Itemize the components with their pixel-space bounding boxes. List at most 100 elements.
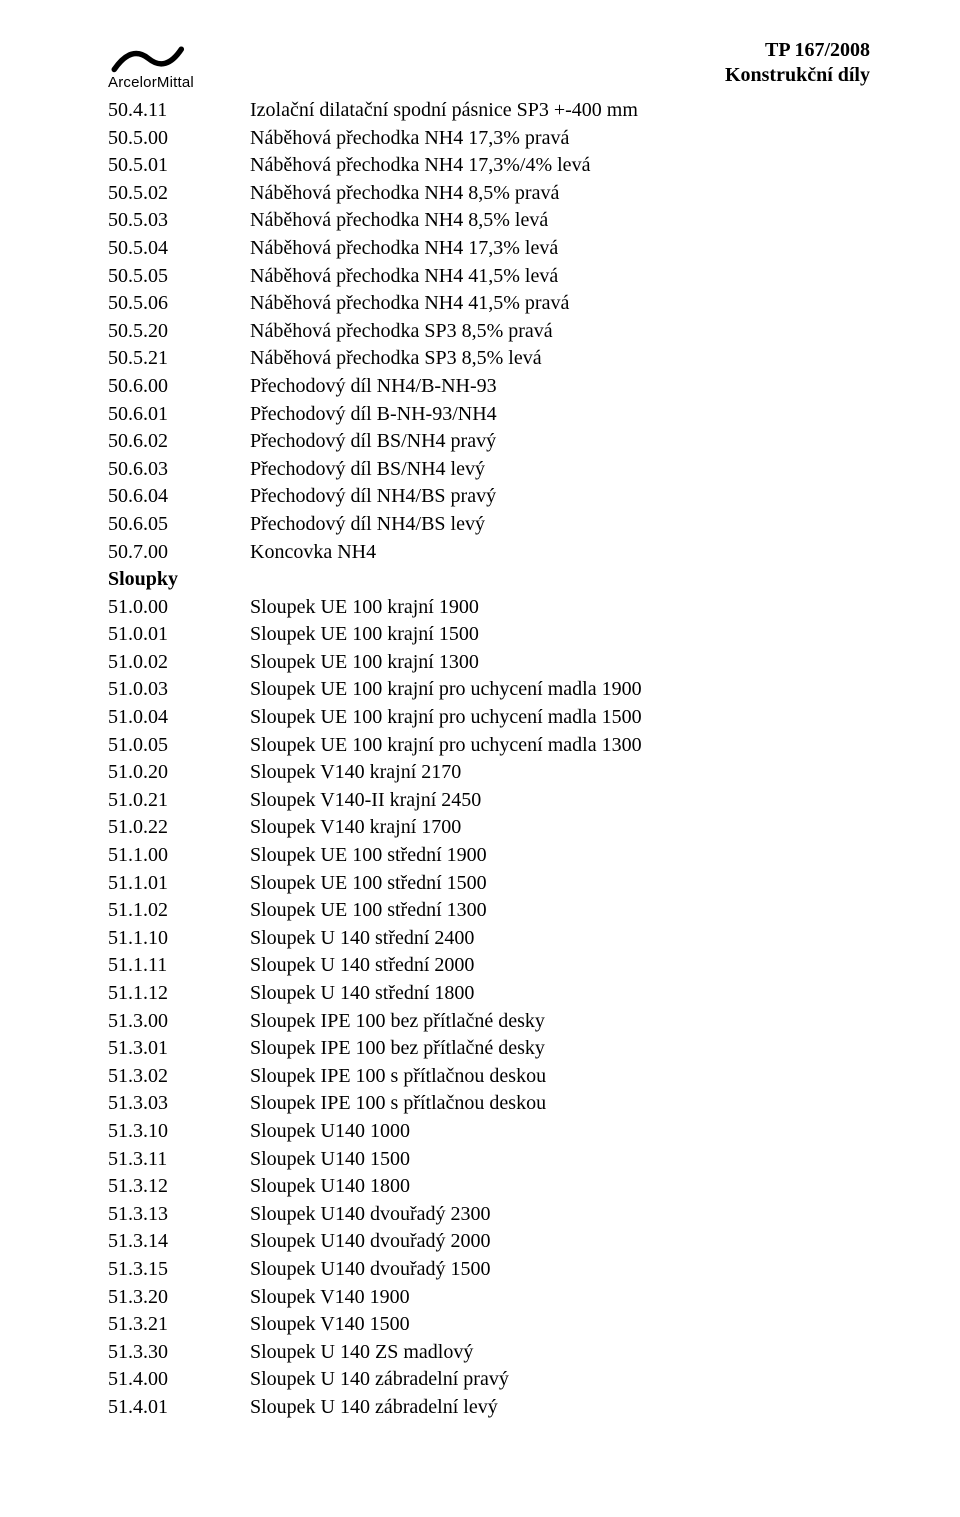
item-description: Sloupek U 140 zábradelní levý [250,1394,870,1422]
item-description: Sloupek U140 dvouřadý 1500 [250,1256,870,1284]
list-item: 51.3.10Sloupek U140 1000 [108,1118,870,1146]
list-item: 51.3.03Sloupek IPE 100 s přítlačnou desk… [108,1090,870,1118]
item-description: Náběhová přechodka SP3 8,5% pravá [250,318,870,346]
item-code: 51.0.01 [108,621,250,649]
list-item: 50.6.02Přechodový díl BS/NH4 pravý [108,428,870,456]
item-code: 50.5.21 [108,345,250,373]
list-item: 50.6.04Přechodový díl NH4/BS pravý [108,483,870,511]
item-code: 50.6.00 [108,373,250,401]
arcelormittal-swoosh-icon [108,38,186,76]
list-item: 51.3.20Sloupek V140 1900 [108,1284,870,1312]
item-code: 51.3.13 [108,1201,250,1229]
item-description: Sloupek UE 100 krajní 1900 [250,594,870,622]
item-code: 51.0.00 [108,594,250,622]
list-item: 51.3.00Sloupek IPE 100 bez přítlačné des… [108,1008,870,1036]
item-code: 51.0.22 [108,814,250,842]
item-description: Náběhová přechodka NH4 17,3%/4% levá [250,152,870,180]
item-code: 50.7.00 [108,539,250,567]
list-item: 51.3.15Sloupek U140 dvouřadý 1500 [108,1256,870,1284]
list-item: 51.1.02Sloupek UE 100 střední 1300 [108,897,870,925]
item-code: 50.6.03 [108,456,250,484]
item-description: Sloupek IPE 100 s přítlačnou deskou [250,1063,870,1091]
item-description: Sloupek U140 1800 [250,1173,870,1201]
item-code: 51.3.00 [108,1008,250,1036]
item-description: Sloupek IPE 100 s přítlačnou deskou [250,1090,870,1118]
list-item: 51.0.22Sloupek V140 krajní 1700 [108,814,870,842]
item-description: Sloupek UE 100 krajní pro uchycení madla… [250,676,870,704]
item-code: 50.6.02 [108,428,250,456]
page-header: ArcelorMittal TP 167/2008 Konstrukční dí… [108,38,870,91]
list-item: 51.0.04Sloupek UE 100 krajní pro uchycen… [108,704,870,732]
item-code: 50.5.02 [108,180,250,208]
section-heading: Sloupky [108,566,870,594]
list-item: 51.1.10Sloupek U 140 střední 2400 [108,925,870,953]
item-description: Náběhová přechodka NH4 8,5% pravá [250,180,870,208]
item-description: Sloupek U 140 střední 2000 [250,952,870,980]
item-code: 51.0.20 [108,759,250,787]
list-item: 51.0.20Sloupek V140 krajní 2170 [108,759,870,787]
item-description: Přechodový díl NH4/B-NH-93 [250,373,870,401]
list-item: 50.5.01Náběhová přechodka NH4 17,3%/4% l… [108,152,870,180]
item-description: Izolační dilatační spodní pásnice SP3 +-… [250,97,870,125]
item-code: 51.0.21 [108,787,250,815]
item-description: Sloupek UE 100 krajní 1300 [250,649,870,677]
list-item: 50.4.11Izolační dilatační spodní pásnice… [108,97,870,125]
item-code: 51.3.03 [108,1090,250,1118]
item-code: 51.3.11 [108,1146,250,1174]
item-code: 51.4.00 [108,1366,250,1394]
brand-name: ArcelorMittal [108,74,194,91]
list-item: 51.0.21Sloupek V140-II krajní 2450 [108,787,870,815]
item-description: Náběhová přechodka NH4 41,5% levá [250,263,870,291]
list-item: 50.6.05Přechodový díl NH4/BS levý [108,511,870,539]
list-item: 50.6.03Přechodový díl BS/NH4 levý [108,456,870,484]
item-code: 51.0.05 [108,732,250,760]
item-code: 51.3.10 [108,1118,250,1146]
item-description: Sloupek U 140 ZS madlový [250,1339,870,1367]
list-item: 50.5.21Náběhová přechodka SP3 8,5% levá [108,345,870,373]
item-code: 50.5.00 [108,125,250,153]
item-code: 50.4.11 [108,97,250,125]
item-description: Přechodový díl BS/NH4 pravý [250,428,870,456]
list-item: 50.5.06Náběhová přechodka NH4 41,5% prav… [108,290,870,318]
list-item: 50.7.00Koncovka NH4 [108,539,870,567]
list-item: 50.5.05Náběhová přechodka NH4 41,5% levá [108,263,870,291]
list-item: 51.4.01Sloupek U 140 zábradelní levý [108,1394,870,1422]
item-code: 50.5.06 [108,290,250,318]
item-code: 51.3.12 [108,1173,250,1201]
brand-logo: ArcelorMittal [108,38,194,91]
list-item: 51.3.12Sloupek U140 1800 [108,1173,870,1201]
list-item: 51.1.00Sloupek UE 100 střední 1900 [108,842,870,870]
item-description: Přechodový díl NH4/BS levý [250,511,870,539]
item-description: Sloupek U140 1000 [250,1118,870,1146]
list-item: 51.3.11Sloupek U140 1500 [108,1146,870,1174]
list-item: 51.1.01Sloupek UE 100 střední 1500 [108,870,870,898]
list-item: 50.5.02Náběhová přechodka NH4 8,5% pravá [108,180,870,208]
list-item: 51.3.02Sloupek IPE 100 s přítlačnou desk… [108,1063,870,1091]
item-code: 51.3.30 [108,1339,250,1367]
item-code: 51.1.02 [108,897,250,925]
list-item: 51.0.00Sloupek UE 100 krajní 1900 [108,594,870,622]
item-code: 50.6.01 [108,401,250,429]
list-item: 50.6.00Přechodový díl NH4/B-NH-93 [108,373,870,401]
item-description: Sloupek U140 dvouřadý 2000 [250,1228,870,1256]
item-code: 51.3.21 [108,1311,250,1339]
item-description: Náběhová přechodka NH4 41,5% pravá [250,290,870,318]
item-code: 51.3.01 [108,1035,250,1063]
item-code: 51.3.15 [108,1256,250,1284]
item-code: 51.0.02 [108,649,250,677]
item-code: 50.5.01 [108,152,250,180]
item-code: 51.1.12 [108,980,250,1008]
list-item: 50.5.04Náběhová přechodka NH4 17,3% levá [108,235,870,263]
item-description: Sloupek UE 100 střední 1300 [250,897,870,925]
item-description: Sloupek UE 100 krajní pro uchycení madla… [250,732,870,760]
list-item: 51.3.13Sloupek U140 dvouřadý 2300 [108,1201,870,1229]
item-description: Sloupek U140 dvouřadý 2300 [250,1201,870,1229]
item-code: 50.6.05 [108,511,250,539]
item-code: 51.1.10 [108,925,250,953]
document-id-block: TP 167/2008 Konstrukční díly [725,38,870,88]
item-code: 51.0.04 [108,704,250,732]
item-description: Sloupek U140 1500 [250,1146,870,1174]
item-description: Sloupek V140 krajní 1700 [250,814,870,842]
item-code: 50.5.04 [108,235,250,263]
item-description: Sloupek U 140 zábradelní pravý [250,1366,870,1394]
